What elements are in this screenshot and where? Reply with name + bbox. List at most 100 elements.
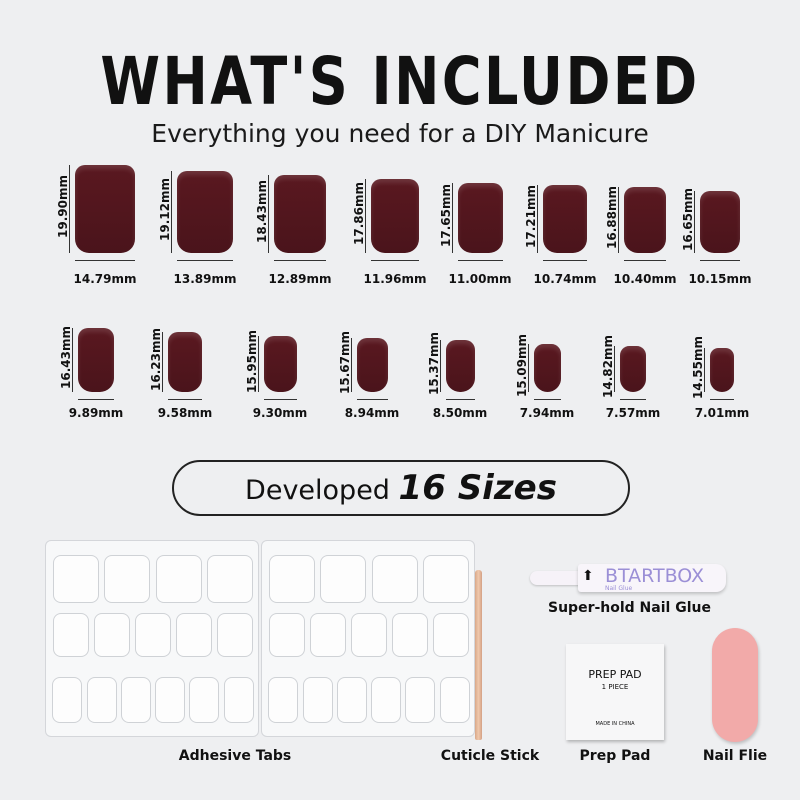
nail-height-label: 18.43mm bbox=[255, 180, 269, 243]
height-dimension-line bbox=[268, 175, 269, 253]
adhesive-tab bbox=[53, 555, 100, 603]
adhesive-tab bbox=[53, 613, 89, 657]
width-dimension-line bbox=[710, 399, 734, 400]
prep-pad-image: PREP PAD 1 PIECE MADE IN CHINA bbox=[566, 644, 664, 740]
nail-width-label: 9.89mm bbox=[68, 406, 124, 420]
nail-width-label: 8.50mm bbox=[432, 406, 488, 420]
nail-height-label: 16.88mm bbox=[605, 186, 619, 249]
press-on-nail bbox=[168, 332, 202, 392]
nail-height-label: 19.12mm bbox=[158, 178, 172, 241]
nail-file-image bbox=[712, 628, 758, 742]
prep-pad-caption: Prep Pad bbox=[579, 748, 651, 764]
adhesive-tab bbox=[94, 613, 130, 657]
height-dimension-line bbox=[72, 328, 73, 392]
glue-sub: Nail Glue bbox=[605, 585, 633, 592]
nail-height-label: 17.86mm bbox=[352, 182, 366, 245]
adhesive-tab bbox=[320, 555, 367, 603]
press-on-nail bbox=[75, 165, 135, 253]
adhesive-sheet-right bbox=[261, 540, 475, 737]
height-dimension-line bbox=[162, 332, 163, 392]
nail-height-label: 15.95mm bbox=[244, 330, 259, 393]
width-dimension-line bbox=[620, 399, 646, 400]
nail-height-label: 17.21mm bbox=[524, 185, 538, 248]
nail-height-label: 16.43mm bbox=[59, 326, 73, 389]
adhesive-tab bbox=[439, 677, 470, 723]
nail-width-label: 10.74mm bbox=[533, 272, 597, 286]
width-dimension-line bbox=[543, 260, 587, 261]
adhesive-tab bbox=[223, 677, 254, 723]
nail-width-label: 11.96mm bbox=[363, 272, 427, 286]
page-title: WHAT'S INCLUDED bbox=[100, 43, 700, 120]
adhesive-tab bbox=[371, 677, 402, 723]
height-dimension-line bbox=[350, 338, 352, 392]
width-dimension-line bbox=[78, 399, 114, 400]
width-dimension-line bbox=[75, 260, 135, 261]
glue-brand: BTARTBOX bbox=[605, 565, 705, 587]
press-on-nail bbox=[620, 346, 646, 392]
nail-width-label: 14.79mm bbox=[73, 272, 137, 286]
cuticle-stick-image bbox=[475, 570, 482, 740]
height-dimension-line bbox=[527, 344, 529, 392]
nail-width-label: 13.89mm bbox=[173, 272, 237, 286]
adhesive-tab bbox=[52, 677, 83, 723]
press-on-nail bbox=[356, 338, 388, 392]
nail-width-label: 11.00mm bbox=[448, 272, 512, 286]
nail-width-label: 12.89mm bbox=[268, 272, 332, 286]
adhesive-tab bbox=[302, 677, 333, 723]
prep-pad-title: PREP PAD bbox=[588, 668, 642, 681]
banner-emphasis: 16 Sizes bbox=[398, 468, 557, 508]
page-subtitle: Everything you need for a DIY Manicure bbox=[151, 119, 649, 148]
adhesive-tab bbox=[371, 555, 418, 603]
adhesive-tab bbox=[189, 677, 220, 723]
adhesive-tab bbox=[206, 555, 253, 603]
press-on-nail bbox=[700, 191, 740, 253]
width-dimension-line bbox=[533, 399, 561, 400]
nail-file-caption: Nail Flie bbox=[702, 748, 768, 764]
adhesive-tab bbox=[176, 613, 212, 657]
press-on-nail bbox=[710, 348, 734, 392]
nail-width-label: 9.30mm bbox=[252, 406, 308, 420]
width-dimension-line bbox=[700, 260, 740, 261]
adhesive-tab bbox=[336, 677, 367, 723]
adhesive-tab bbox=[405, 677, 436, 723]
adhesive-tab bbox=[104, 555, 151, 603]
width-dimension-line bbox=[445, 399, 475, 400]
nail-width-label: 7.94mm bbox=[519, 406, 575, 420]
nail-width-label: 8.94mm bbox=[344, 406, 400, 420]
press-on-nail bbox=[457, 183, 503, 253]
width-dimension-line bbox=[168, 399, 202, 400]
cuticle-stick-caption: Cuticle Stick bbox=[440, 748, 540, 764]
width-dimension-line bbox=[356, 399, 388, 400]
adhesive-tab bbox=[310, 613, 346, 657]
press-on-nail bbox=[624, 187, 666, 253]
press-on-nail bbox=[274, 175, 326, 253]
nail-height-label: 15.67mm bbox=[337, 331, 352, 394]
prep-pad-qty: 1 PIECE bbox=[601, 683, 629, 691]
nail-height-label: 14.55mm bbox=[691, 336, 705, 399]
height-dimension-line bbox=[69, 165, 70, 253]
nail-width-label: 9.58mm bbox=[157, 406, 213, 420]
width-dimension-line bbox=[274, 260, 326, 261]
height-dimension-line bbox=[365, 179, 366, 253]
nail-width-label: 7.57mm bbox=[605, 406, 661, 420]
adhesive-tab bbox=[120, 677, 151, 723]
adhesive-tab bbox=[86, 677, 117, 723]
height-dimension-line bbox=[537, 185, 538, 253]
adhesive-tab bbox=[269, 613, 305, 657]
nail-height-label: 16.65mm bbox=[681, 188, 695, 251]
banner-prefix: Developed bbox=[245, 475, 390, 506]
adhesive-tab bbox=[392, 613, 428, 657]
width-dimension-line bbox=[177, 260, 233, 261]
nail-height-label: 14.82mm bbox=[601, 335, 615, 398]
prep-pad-origin: MADE IN CHINA bbox=[595, 721, 635, 727]
height-dimension-line bbox=[614, 346, 615, 392]
height-dimension-line bbox=[439, 340, 441, 392]
press-on-nail bbox=[78, 328, 114, 392]
width-dimension-line bbox=[624, 260, 666, 261]
adhesive-tab bbox=[135, 613, 171, 657]
nail-glue-caption: Super-hold Nail Glue bbox=[548, 600, 711, 616]
adhesive-tab bbox=[268, 677, 299, 723]
nail-width-label: 10.15mm bbox=[688, 272, 752, 286]
width-dimension-line bbox=[263, 399, 297, 400]
arrow-up-icon: ⬆ bbox=[582, 568, 594, 584]
